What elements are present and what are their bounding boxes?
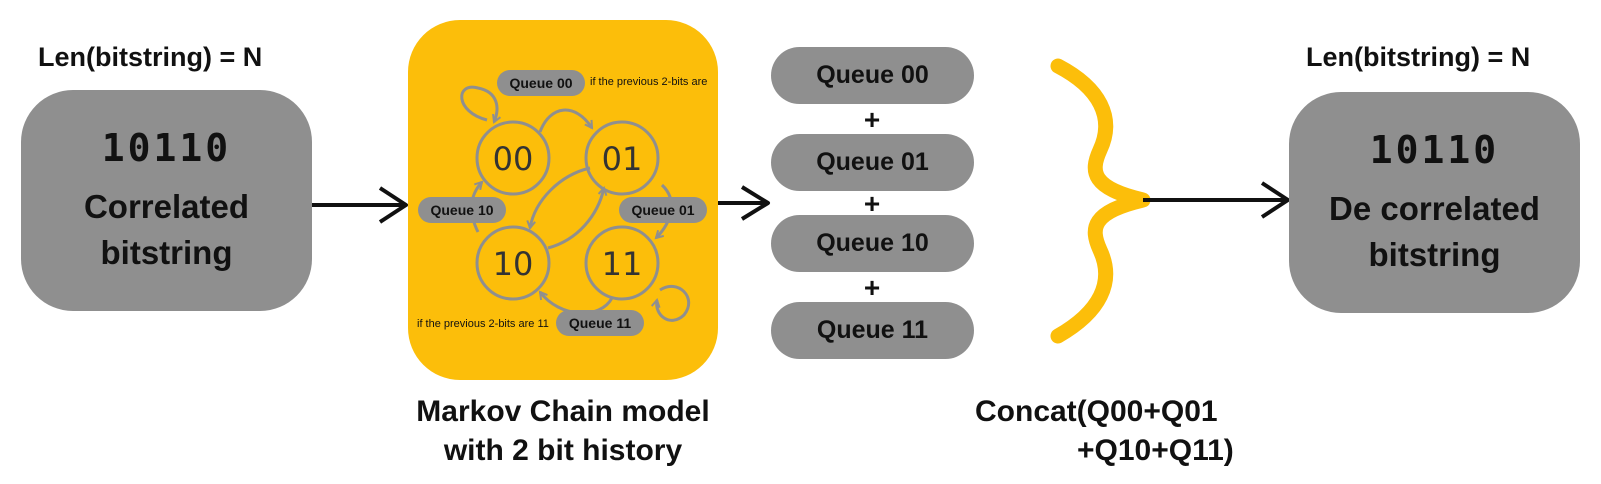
markov-note-bottom: if the previous 2-bits are 11 [417, 318, 549, 330]
transition-10-01 [547, 188, 604, 250]
state-00-label: 00 [493, 140, 534, 178]
state-11-circle [584, 225, 660, 301]
plus-sign-1: + [863, 104, 881, 135]
markov-caption: Markov Chain model with 2 bit history [408, 392, 718, 470]
markov-tag-queue-01: Queue 01 [619, 197, 707, 223]
arrow-input-to-markov [312, 186, 408, 224]
input-title-line2: bitstring [100, 233, 233, 271]
state-11-label: 11 [602, 245, 643, 283]
arrow-concat-to-output [1143, 181, 1290, 219]
queue-11-pill: Queue 11 [771, 302, 974, 359]
markov-tag-queue-00: Queue 00 [497, 70, 585, 96]
state-00-circle [475, 120, 551, 196]
output-bits: 10110 [1369, 127, 1500, 172]
arrow-markov-to-queues [718, 185, 770, 221]
output-title-line2: bitstring [1368, 235, 1501, 273]
self-loop-00 [460, 85, 497, 122]
plus-sign-2: + [863, 188, 881, 219]
transition-01-10 [530, 166, 591, 228]
output-length-label: Len(bitstring) = N [1306, 42, 1531, 72]
self-loop-11 [657, 284, 691, 322]
state-01-label: 01 [602, 140, 643, 178]
queue-00-pill: Queue 00 [771, 47, 974, 104]
markov-caption-line1: Markov Chain model [416, 395, 710, 428]
input-bits: 10110 [101, 125, 232, 170]
concat-line1: Concat(Q00+Q01 [975, 395, 1218, 428]
output-title-line1: De correlated [1329, 189, 1540, 227]
queue-01-pill: Queue 01 [771, 134, 974, 191]
concat-caption: Concat(Q00+Q01 +Q10+Q11) [975, 392, 1245, 470]
state-10-label: 10 [493, 245, 534, 283]
markov-note-top: if the previous 2-bits are [590, 76, 708, 88]
markov-tag-queue-10: Queue 10 [418, 197, 506, 223]
input-title-line1: Correlated [83, 187, 250, 225]
queue-10-pill: Queue 10 [771, 215, 974, 272]
correlated-bitstring-box: 10110 Correlated bitstring [21, 90, 312, 311]
plus-sign-3: + [863, 272, 881, 303]
decorrelated-bitstring-box: 10110 De correlated bitstring [1289, 92, 1580, 313]
state-01-circle [584, 120, 660, 196]
markov-caption-line2: with 2 bit history [443, 434, 683, 467]
state-10-circle [475, 225, 551, 301]
concat-line2: +Q10+Q11) [1077, 434, 1234, 467]
transition-00-01 [538, 108, 594, 133]
markov-tag-queue-11: Queue 11 [556, 310, 644, 336]
input-length-label: Len(bitstring) = N [38, 42, 263, 72]
